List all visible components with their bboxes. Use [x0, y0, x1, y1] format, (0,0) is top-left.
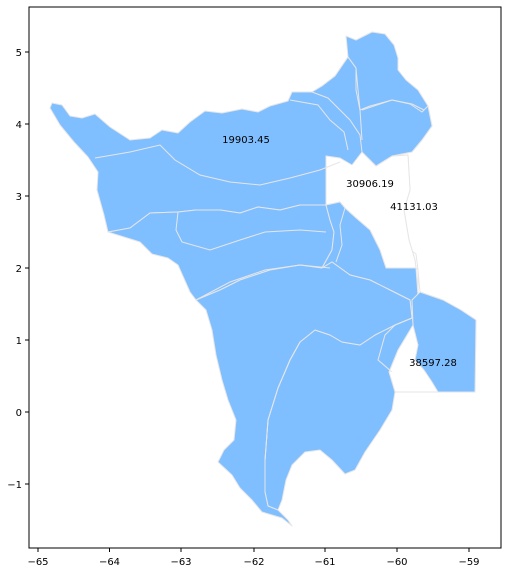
y-tick-label: 2: [16, 264, 22, 275]
value-labels: 19903.45 30906.19 41131.03 38597.28: [222, 135, 457, 369]
internal-borders: [94, 56, 425, 492]
x-axis: −65 −64 −63 −62 −61 −60 −59: [27, 548, 480, 568]
y-tick-label: 1: [16, 336, 22, 347]
x-tick-label: −65: [27, 557, 48, 568]
y-tick-label: 5: [16, 48, 22, 59]
x-tick-label: −60: [386, 557, 407, 568]
x-tick-label: −59: [458, 557, 479, 568]
filled-regions: [49, 31, 477, 527]
value-label-northwest: 19903.45: [222, 135, 270, 146]
value-label-southeast: 38597.28: [409, 358, 457, 369]
y-tick-label: −1: [7, 480, 22, 491]
y-tick-label: 0: [16, 408, 22, 419]
y-tick-label: 3: [16, 192, 22, 203]
region-southeast-strip: [411, 291, 477, 393]
x-tick-label: −62: [243, 557, 264, 568]
value-label-east: 41131.03: [390, 202, 438, 213]
x-tick-label: −64: [99, 557, 120, 568]
x-tick-label: −63: [170, 557, 191, 568]
region-northeast: [311, 56, 433, 167]
x-tick-label: −61: [314, 557, 335, 568]
value-label-north-center: 30906.19: [346, 179, 394, 190]
y-axis: −1 0 1 2 3 4 5: [7, 48, 29, 491]
y-tick-label: 4: [16, 120, 22, 131]
